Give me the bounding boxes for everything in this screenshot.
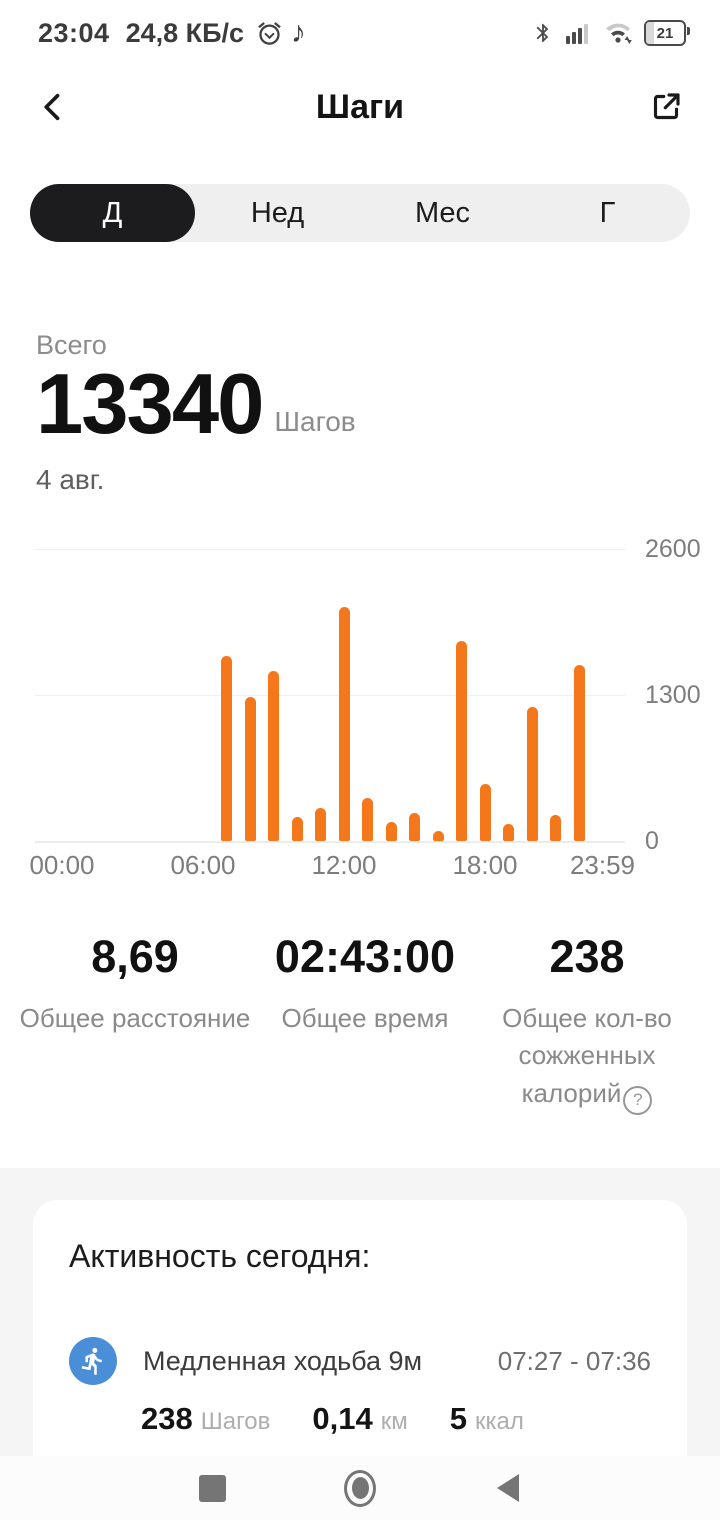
chart-bar[interactable] xyxy=(221,655,232,841)
totals-row: 8,69 Общее расстояние 02:43:00 Общее вре… xyxy=(0,932,720,1115)
x-axis-tick: 12:00 xyxy=(311,850,377,880)
calories-label: Общее кол-во сожженных калорий? xyxy=(502,1000,672,1115)
stat-time: 02:43:00 Общее время xyxy=(270,932,460,1115)
walking-icon xyxy=(69,1337,117,1385)
activity-time-range: 07:27 - 07:36 xyxy=(497,1345,651,1376)
summary-label: Всего xyxy=(36,330,107,360)
activity-name: Медленная ходьба 9м xyxy=(143,1345,423,1376)
battery-fill xyxy=(646,22,655,44)
chart-bar[interactable] xyxy=(409,812,420,841)
calories-value: 238 xyxy=(549,931,625,982)
chart-gridline xyxy=(35,695,625,696)
back-nav-button[interactable] xyxy=(478,1463,538,1513)
home-button[interactable] xyxy=(330,1463,390,1513)
tab-year[interactable]: Г xyxy=(599,196,616,229)
activity-calories: 5 ккал xyxy=(450,1401,524,1437)
activity-calories-unit: ккал xyxy=(475,1408,524,1435)
x-axis-tick: 00:00 xyxy=(29,850,95,880)
summary: Всего 13340 Шагов 4 авг. xyxy=(36,330,684,496)
stat-calories: 238 Общее кол-во сожженных калорий? xyxy=(472,932,702,1115)
activity-distance: 0,14 км xyxy=(312,1401,407,1437)
chart-bar[interactable] xyxy=(244,697,256,841)
system-navbar xyxy=(0,1456,720,1520)
status-bar: 23:04 24,8 КБ/с ♪ xyxy=(0,0,720,58)
bluetooth-icon xyxy=(532,21,554,45)
chart-bar[interactable] xyxy=(268,671,279,841)
y-axis-tick: 0 xyxy=(645,827,659,855)
calories-label-line2: сожженных xyxy=(518,1040,656,1071)
music-icon: ♪ xyxy=(291,16,307,49)
chart-bar[interactable] xyxy=(479,783,491,841)
activity-distance-unit: км xyxy=(380,1408,408,1435)
y-axis-tick: 1300 xyxy=(645,681,701,709)
tab-month[interactable]: Мес xyxy=(414,196,471,229)
chart-bar[interactable] xyxy=(573,664,585,841)
activity-calories-value: 5 xyxy=(449,1401,467,1436)
time-label: Общее время xyxy=(281,1002,449,1033)
share-button[interactable] xyxy=(644,85,688,129)
activity-steps-value: 238 xyxy=(141,1401,193,1436)
activity-distance-value: 0,14 xyxy=(312,1401,373,1436)
chart-bar[interactable] xyxy=(385,821,397,841)
total-steps-value: 13340 xyxy=(36,357,264,452)
header: Шаги xyxy=(0,72,720,142)
summary-value-row: 13340 Шагов xyxy=(36,357,684,452)
chart-bar[interactable] xyxy=(503,824,514,841)
activity-item[interactable]: Медленная ходьба 9м 07:27 - 07:36 xyxy=(69,1337,651,1385)
total-steps-unit: Шагов xyxy=(274,405,356,437)
tab-day[interactable]: Д xyxy=(30,184,195,242)
distance-label: Общее расстояние xyxy=(19,1002,251,1033)
page-title: Шаги xyxy=(315,87,405,126)
back-nav-icon xyxy=(497,1474,519,1502)
chart-bar[interactable] xyxy=(526,707,538,841)
wifi-icon xyxy=(604,20,634,46)
home-icon xyxy=(344,1469,376,1507)
x-axis-tick: 06:00 xyxy=(170,850,236,880)
period-tabs: Д Нед Мес Г xyxy=(30,184,690,242)
steps-bar-chart: 2600 1300 0 00:00 06:00 12:00 18:00 23:59 xyxy=(0,530,720,890)
distance-value: 8,69 xyxy=(91,931,179,982)
signal-icon xyxy=(566,22,592,44)
chart-bar[interactable] xyxy=(362,798,373,841)
alarm-icon xyxy=(256,20,283,47)
chart-gridline xyxy=(35,549,625,550)
battery-icon: 21 xyxy=(644,20,690,46)
chart-bar[interactable] xyxy=(315,808,326,841)
activity-steps-unit: Шагов xyxy=(200,1408,271,1435)
chart-bar[interactable] xyxy=(432,830,444,841)
home-icon-dot xyxy=(351,1477,369,1499)
chart-baseline xyxy=(35,841,625,843)
tab-week[interactable]: Нед xyxy=(250,196,305,229)
chart-bar[interactable] xyxy=(456,641,467,841)
chart-bar[interactable] xyxy=(291,817,303,841)
help-icon[interactable]: ? xyxy=(623,1085,653,1115)
battery-percent: 21 xyxy=(656,24,674,42)
status-right: 21 xyxy=(520,20,690,46)
stat-distance: 8,69 Общее расстояние xyxy=(0,932,270,1115)
activity-card-title: Активность сегодня: xyxy=(69,1238,371,1274)
y-axis-tick: 2600 xyxy=(645,535,701,563)
time-value: 02:43:00 xyxy=(274,931,456,982)
x-axis-tick: 18:00 xyxy=(452,850,518,880)
recents-icon xyxy=(198,1474,226,1502)
chart-bar[interactable] xyxy=(338,607,350,841)
activity-stats: 238 Шагов 0,14 км 5 ккал xyxy=(141,1401,651,1437)
summary-date: 4 авг. xyxy=(36,463,105,495)
network-speed: 24,8 КБ/с xyxy=(125,17,245,48)
status-left: 23:04 24,8 КБ/с ♪ xyxy=(38,18,306,49)
back-button[interactable] xyxy=(32,85,76,129)
recents-button[interactable] xyxy=(182,1463,242,1513)
calories-label-line1: Общее кол-во xyxy=(502,1002,672,1033)
calories-label-line3: калорий xyxy=(521,1077,622,1108)
x-axis-tick: 23:59 xyxy=(569,850,636,880)
activity-steps: 238 Шагов xyxy=(141,1401,270,1437)
chart-bar[interactable] xyxy=(550,815,561,841)
clock: 23:04 xyxy=(38,17,110,48)
